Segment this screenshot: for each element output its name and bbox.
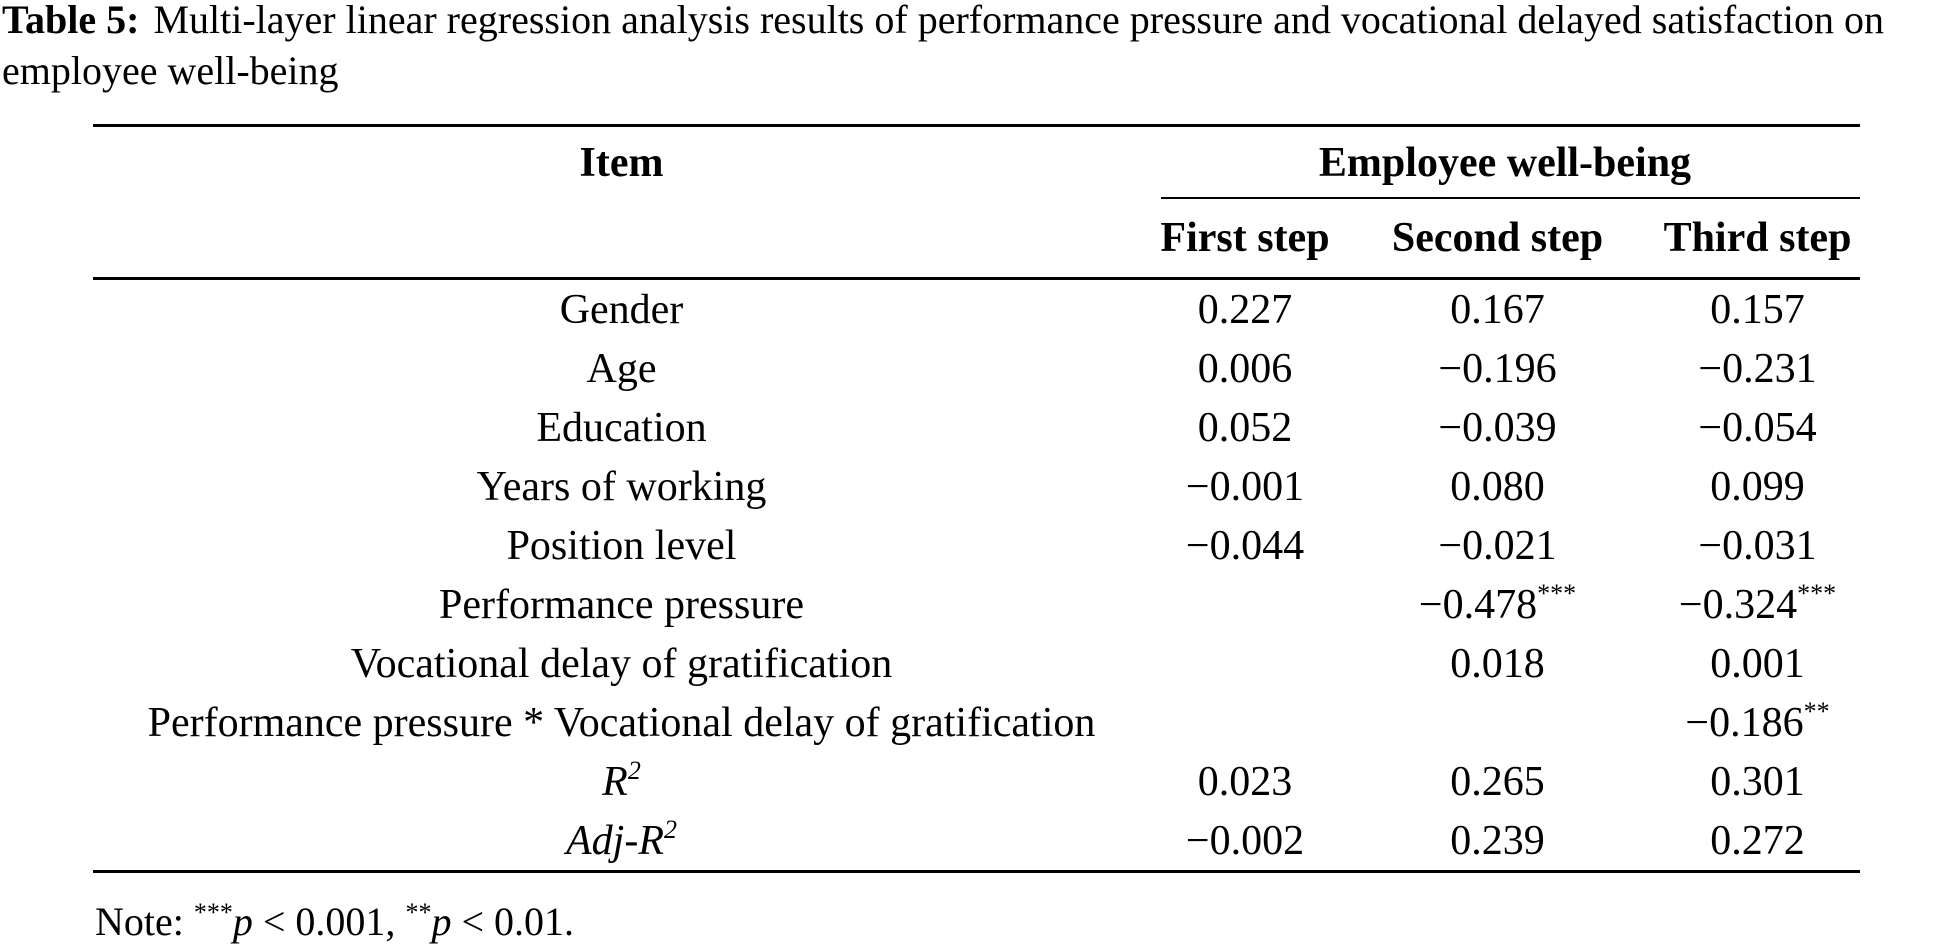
table-row: Performance pressure * Vocational delay …: [93, 693, 1860, 752]
row-label: Performance pressure * Vocational delay …: [147, 699, 1096, 746]
table-caption-text: Multi-layer linear regression analysis r…: [2, 0, 1884, 93]
row-label: Vocational delay of gratification: [350, 640, 893, 687]
cell-third-step: −0.031: [1698, 522, 1817, 569]
table-row: Years of working −0.001 0.080 0.099: [93, 457, 1860, 516]
note-significance-stars: **: [405, 898, 432, 927]
row-label: Position level: [506, 522, 737, 569]
cell-second-step: [1340, 693, 1655, 752]
table-row: R2 0.023 0.265 0.301: [93, 752, 1860, 811]
cell-second-step: −0.039: [1438, 404, 1557, 451]
note-text: < 0.01.: [451, 899, 574, 944]
cell-first-step: [1150, 693, 1340, 752]
cell-second-step: 0.239: [1450, 817, 1545, 864]
cell-second-step: −0.478***: [1418, 578, 1577, 628]
header-empty-cell: [93, 199, 1150, 280]
cell-third-step: −0.231: [1698, 345, 1817, 392]
note-text: Note:: [95, 899, 194, 944]
cell-first-step: −0.002: [1185, 817, 1305, 864]
row-label: Adj-R2: [566, 814, 677, 864]
cell-first-step: 0.023: [1197, 758, 1293, 805]
cell-third-step: 0.001: [1710, 640, 1805, 687]
cell-first-step: [1150, 634, 1340, 693]
table-caption-label: Table 5:: [2, 0, 140, 42]
cell-third-step: 0.301: [1710, 758, 1805, 805]
cell-second-step: 0.265: [1450, 758, 1545, 805]
table-row: Age 0.006 −0.196 −0.231: [93, 339, 1860, 398]
cell-third-step: −0.054: [1698, 404, 1817, 451]
spanner-rule: [1161, 197, 1860, 199]
cell-third-step: 0.099: [1710, 463, 1805, 510]
cell-second-step: 0.080: [1450, 463, 1545, 510]
row-label: R2: [602, 755, 641, 805]
header-item: Item: [579, 140, 664, 186]
note-significance-stars: ***: [193, 898, 233, 927]
header-third-step: Third step: [1655, 199, 1860, 280]
header-spanner-label: Employee well-being: [1318, 140, 1692, 186]
row-label: Years of working: [476, 463, 767, 510]
cell-first-step: −0.001: [1185, 463, 1305, 510]
cell-third-step: −0.186**: [1685, 696, 1830, 746]
cell-second-step: −0.021: [1438, 522, 1557, 569]
header-first-step: First step: [1150, 199, 1340, 280]
row-label: Age: [586, 345, 657, 392]
cell-third-step: −0.324***: [1678, 578, 1837, 628]
table-row: Position level −0.044 −0.021 −0.031: [93, 516, 1860, 575]
cell-third-step: 0.157: [1710, 286, 1805, 333]
regression-table: Item Employee well-being First step Seco…: [93, 124, 1860, 873]
header-row-top: Item Employee well-being: [93, 126, 1860, 199]
table-body: Gender 0.227 0.167 0.157 Age 0.006 −0.196 −0.23…: [93, 279, 1860, 872]
table-row: Gender 0.227 0.167 0.157: [93, 279, 1860, 340]
cell-first-step: 0.227: [1197, 286, 1293, 333]
note-p-symbol: p: [431, 899, 452, 944]
table-note: Note: ***p < 0.001, **p < 0.01.: [95, 898, 574, 945]
cell-third-step: 0.272: [1710, 817, 1805, 864]
cell-first-step: −0.044: [1185, 522, 1305, 569]
cell-second-step: −0.196: [1438, 345, 1557, 392]
row-label: Performance pressure: [439, 581, 804, 628]
cell-second-step: 0.018: [1450, 640, 1545, 687]
note-p-symbol: p: [232, 899, 253, 944]
table-caption: Table 5: Multi-layer linear regression an…: [2, 0, 1954, 96]
cell-first-step: 0.052: [1197, 404, 1293, 451]
table-row: Vocational delay of gratification 0.018 0.…: [93, 634, 1860, 693]
cell-first-step: [1150, 575, 1340, 634]
note-text: < 0.001,: [252, 899, 406, 944]
table-row: Education 0.052 −0.039 −0.054: [93, 398, 1860, 457]
cell-second-step: 0.167: [1450, 286, 1545, 333]
row-label: Gender: [559, 286, 684, 333]
table-row: Performance pressure −0.478*** −0.324***: [93, 575, 1860, 634]
cell-first-step: 0.006: [1197, 345, 1293, 392]
row-label: Education: [536, 404, 707, 451]
header-spanner: Employee well-being: [1150, 126, 1860, 199]
table-row: Adj-R2 −0.002 0.239 0.272: [93, 811, 1860, 872]
header-second-step: Second step: [1340, 199, 1655, 280]
header-row-steps: First step Second step Third step: [93, 199, 1860, 280]
